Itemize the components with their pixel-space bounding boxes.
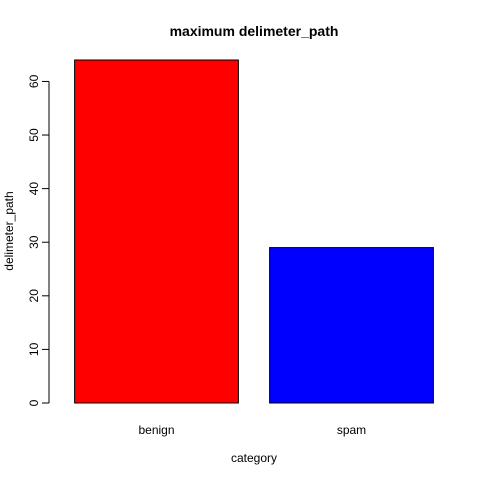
bar-spam <box>269 247 434 404</box>
x-tick-labels: benign spam <box>138 423 366 437</box>
chart-title: maximum delimeter_path <box>170 23 339 39</box>
x-tick-label-benign: benign <box>138 423 174 437</box>
bar-benign <box>74 59 239 404</box>
x-tick-label-spam: spam <box>337 423 366 437</box>
y-tick-label: 40 <box>27 182 41 196</box>
bars-group <box>74 59 434 404</box>
y-axis-label: delimeter_path <box>2 191 16 270</box>
y-tick-label: 0 <box>27 399 41 406</box>
y-tick-label: 30 <box>27 235 41 249</box>
y-tick-label: 10 <box>27 342 41 356</box>
y-tick-label: 60 <box>27 74 41 88</box>
y-tick-label: 50 <box>27 128 41 142</box>
y-tick-label: 20 <box>27 289 41 303</box>
y-axis: 0 10 20 30 40 50 60 <box>27 74 50 406</box>
x-axis-label: category <box>231 451 277 465</box>
